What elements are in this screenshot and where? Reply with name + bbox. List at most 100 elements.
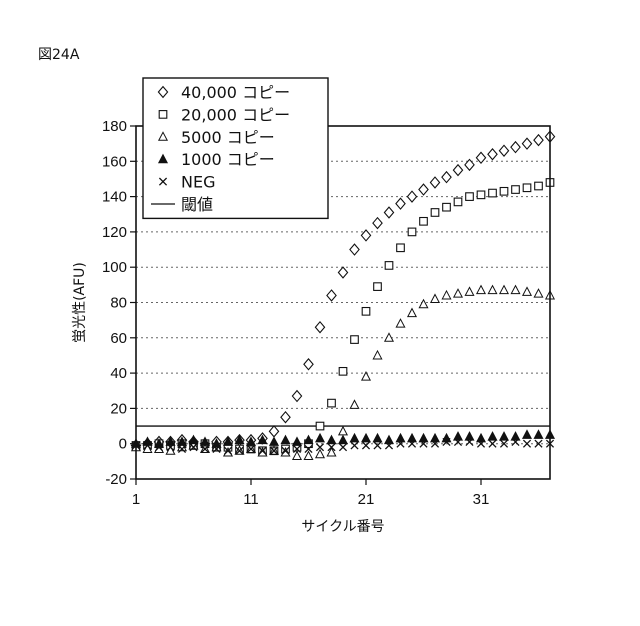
- data-point: [350, 400, 358, 408]
- data-point: [442, 434, 450, 442]
- data-point: [338, 267, 347, 278]
- data-point: [362, 372, 370, 380]
- x-tick-label: 31: [473, 491, 490, 508]
- data-point: [466, 193, 474, 201]
- series-square: [132, 179, 554, 455]
- y-tick-label: 120: [102, 224, 127, 241]
- legend-marker: [159, 111, 167, 119]
- data-point: [408, 309, 416, 317]
- data-point: [465, 287, 473, 295]
- data-point: [362, 442, 369, 449]
- data-point: [396, 198, 405, 209]
- y-tick-label: 40: [110, 365, 127, 382]
- data-point: [431, 294, 439, 302]
- data-point: [304, 359, 313, 370]
- x-axis-label: サイクル番号: [301, 519, 384, 535]
- y-tick-label: 20: [110, 400, 127, 417]
- y-tick-label: 160: [102, 153, 127, 170]
- data-point: [281, 436, 289, 444]
- y-tick-label: 180: [102, 118, 127, 135]
- data-point: [350, 434, 358, 442]
- y-tick-label: 60: [110, 330, 127, 347]
- data-point: [500, 188, 508, 196]
- legend-label: 1000 コピー: [181, 150, 275, 169]
- data-point: [327, 436, 335, 444]
- data-point: [362, 434, 370, 442]
- data-point: [315, 322, 324, 333]
- data-point: [374, 283, 382, 291]
- data-point: [373, 351, 381, 359]
- data-point: [488, 286, 496, 294]
- x-tick-label: 11: [243, 491, 259, 508]
- data-point: [316, 422, 324, 430]
- data-point: [419, 184, 428, 195]
- data-point: [523, 430, 531, 438]
- data-point: [511, 142, 520, 153]
- data-point: [512, 186, 520, 194]
- data-point: [500, 432, 508, 440]
- data-point: [339, 444, 346, 451]
- data-point: [397, 244, 405, 252]
- y-tick-label: -20: [105, 471, 127, 488]
- data-point: [327, 448, 335, 456]
- data-point: [534, 135, 543, 146]
- data-point: [511, 286, 519, 294]
- data-point: [453, 165, 462, 176]
- data-point: [385, 262, 393, 270]
- data-point: [384, 207, 393, 218]
- data-point: [523, 184, 531, 192]
- data-point: [489, 440, 496, 447]
- legend-label: NEG: [181, 173, 215, 192]
- data-point: [327, 290, 336, 301]
- data-point: [362, 308, 370, 316]
- data-point: [454, 198, 462, 206]
- data-point: [396, 319, 404, 327]
- data-point: [339, 436, 347, 444]
- data-point: [373, 218, 382, 229]
- data-point: [328, 399, 336, 407]
- data-point: [488, 149, 497, 160]
- y-tick-label: 0: [119, 436, 127, 453]
- y-tick-label: 100: [102, 259, 127, 276]
- y-tick-label: 140: [102, 189, 127, 206]
- data-point: [443, 203, 451, 211]
- data-point: [477, 286, 485, 294]
- data-point: [499, 145, 508, 156]
- data-point: [489, 189, 497, 197]
- legend-label: 閾値: [181, 195, 213, 214]
- data-point: [535, 182, 543, 190]
- x-tick-label: 21: [358, 491, 375, 508]
- data-point: [292, 391, 301, 402]
- data-point: [454, 289, 462, 297]
- data-point: [407, 191, 416, 202]
- data-point: [431, 209, 439, 217]
- data-point: [534, 289, 542, 297]
- data-point: [534, 430, 542, 438]
- data-point: [350, 244, 359, 255]
- data-point: [316, 434, 324, 442]
- data-point: [270, 437, 278, 445]
- data-point: [442, 172, 451, 183]
- data-point: [351, 336, 359, 344]
- y-tick-label: 80: [110, 295, 127, 312]
- data-point: [419, 300, 427, 308]
- data-point: [522, 138, 531, 149]
- data-point: [339, 427, 347, 435]
- legend: 40,000 コピー20,000 コピー5000 コピー1000 コピーNEG閾…: [143, 78, 328, 218]
- data-point: [488, 432, 496, 440]
- legend-label: 5000 コピー: [181, 128, 275, 147]
- data-point: [351, 442, 358, 449]
- x-tick-label: 1: [132, 491, 140, 508]
- legend-label: 20,000 コピー: [181, 105, 290, 124]
- data-point: [430, 177, 439, 188]
- data-point: [373, 434, 381, 442]
- data-point: [269, 426, 278, 437]
- y-axis-label: 蛍光性(AFU): [72, 262, 88, 343]
- data-point: [374, 442, 381, 449]
- data-point: [500, 286, 508, 294]
- data-point: [442, 291, 450, 299]
- data-point: [408, 228, 416, 236]
- data-point: [523, 440, 530, 447]
- data-point: [281, 412, 290, 423]
